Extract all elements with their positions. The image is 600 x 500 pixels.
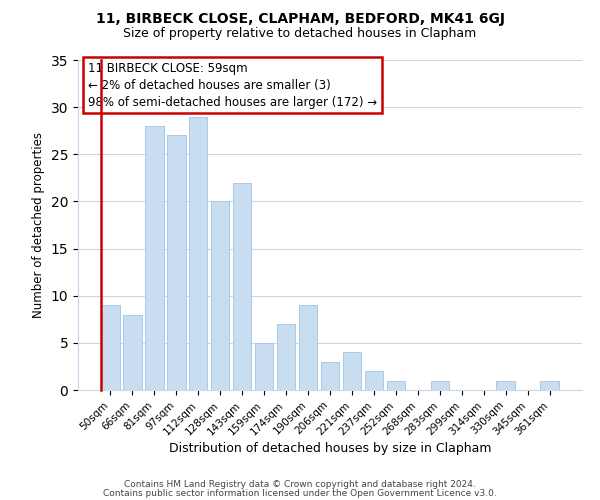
Bar (386, 380, 405, 390)
Bar (365, 371, 383, 390)
Bar (541, 380, 559, 390)
Bar (299, 305, 317, 390)
Text: Contains HM Land Registry data © Crown copyright and database right 2024.: Contains HM Land Registry data © Crown c… (124, 480, 476, 489)
Text: Contains public sector information licensed under the Open Government Licence v3: Contains public sector information licen… (103, 488, 497, 498)
Bar (255, 343, 274, 390)
Text: 11 BIRBECK CLOSE: 59sqm
← 2% of detached houses are smaller (3)
98% of semi-deta: 11 BIRBECK CLOSE: 59sqm ← 2% of detached… (88, 62, 377, 108)
Bar (123, 314, 142, 390)
Bar (343, 352, 361, 390)
Text: Size of property relative to detached houses in Clapham: Size of property relative to detached ho… (124, 28, 476, 40)
X-axis label: Distribution of detached houses by size in Clapham: Distribution of detached houses by size … (169, 442, 491, 455)
Bar (167, 136, 185, 390)
Bar (496, 380, 515, 390)
Bar (277, 324, 295, 390)
Bar (320, 362, 340, 390)
Bar (233, 182, 251, 390)
Bar (211, 202, 229, 390)
Bar (145, 126, 164, 390)
Bar (431, 380, 449, 390)
Bar (189, 116, 208, 390)
Y-axis label: Number of detached properties: Number of detached properties (32, 132, 45, 318)
Text: 11, BIRBECK CLOSE, CLAPHAM, BEDFORD, MK41 6GJ: 11, BIRBECK CLOSE, CLAPHAM, BEDFORD, MK4… (95, 12, 505, 26)
Bar (101, 305, 119, 390)
